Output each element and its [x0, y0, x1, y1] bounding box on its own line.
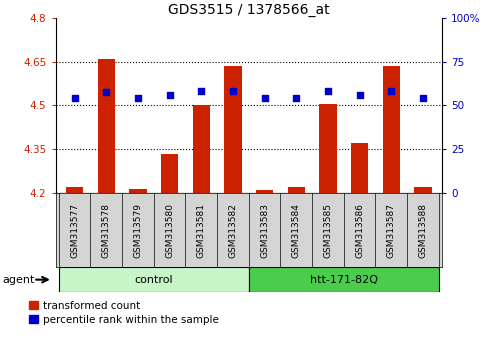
Text: GSM313585: GSM313585 [324, 202, 332, 258]
Text: GSM313583: GSM313583 [260, 202, 269, 258]
Text: control: control [134, 275, 173, 285]
Bar [383, 66, 400, 193]
Point [71, 95, 78, 101]
Bar [351, 143, 369, 193]
Text: GSM313581: GSM313581 [197, 202, 206, 258]
Text: GSM313588: GSM313588 [418, 202, 427, 258]
Point [419, 95, 427, 101]
Text: GSM313580: GSM313580 [165, 202, 174, 258]
Bar [414, 187, 432, 193]
Text: GSM313577: GSM313577 [70, 202, 79, 258]
FancyBboxPatch shape [59, 267, 249, 292]
Bar [224, 66, 242, 193]
Bar [66, 187, 83, 193]
Point [387, 88, 395, 94]
Bar [193, 105, 210, 193]
Text: GSM313579: GSM313579 [133, 202, 142, 258]
Text: agent: agent [3, 275, 35, 285]
Point [229, 88, 237, 94]
Bar [256, 190, 273, 193]
Bar [98, 58, 115, 193]
Text: htt-171-82Q: htt-171-82Q [310, 275, 378, 285]
Title: GDS3515 / 1378566_at: GDS3515 / 1378566_at [168, 3, 329, 17]
Text: GSM313584: GSM313584 [292, 202, 301, 258]
Bar [319, 104, 337, 193]
Text: GSM313582: GSM313582 [228, 202, 238, 258]
FancyBboxPatch shape [249, 267, 439, 292]
Point [198, 88, 205, 94]
Bar [287, 187, 305, 193]
Point [356, 92, 364, 98]
Bar [129, 189, 147, 193]
Point [324, 88, 332, 94]
Point [134, 95, 142, 101]
Bar [161, 154, 178, 193]
Text: GSM313587: GSM313587 [387, 202, 396, 258]
Point [166, 92, 173, 98]
Text: GSM313578: GSM313578 [102, 202, 111, 258]
Text: GSM313586: GSM313586 [355, 202, 364, 258]
Legend: transformed count, percentile rank within the sample: transformed count, percentile rank withi… [29, 301, 219, 325]
Point [292, 95, 300, 101]
Point [261, 95, 269, 101]
Point [102, 89, 110, 95]
